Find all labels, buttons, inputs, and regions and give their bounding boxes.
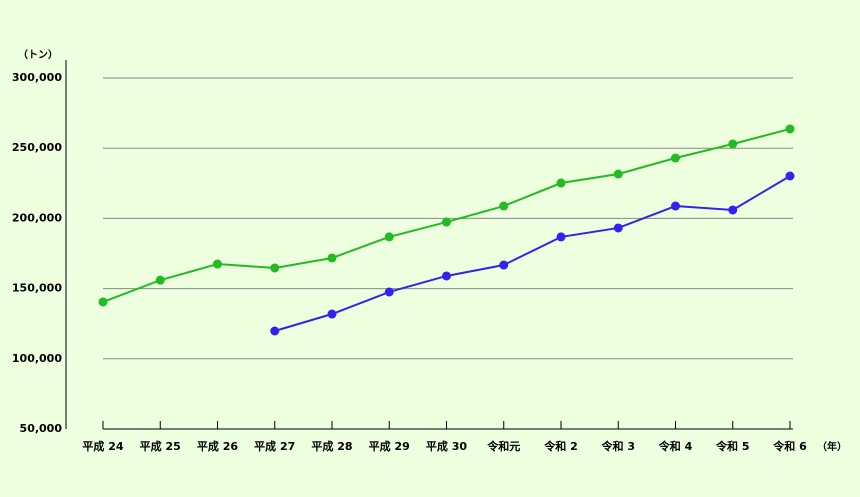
x-tick-label: 平成 28	[311, 439, 352, 453]
x-tick-label: 令和 3	[601, 439, 635, 453]
y-tick-label: 300,000	[12, 71, 62, 84]
x-tick-label: 平成 29	[369, 439, 410, 453]
x-tick-label: 平成 30	[426, 439, 467, 453]
y-axis-label: （トン）	[18, 48, 58, 61]
point	[499, 260, 509, 270]
point	[556, 232, 566, 242]
x-tick-label: 平成 27	[254, 439, 295, 453]
point	[384, 232, 394, 242]
point	[155, 275, 165, 285]
y-tick-label: 200,000	[12, 211, 62, 224]
point	[270, 263, 280, 273]
point	[327, 309, 337, 319]
x-tick-label: 令和 2	[543, 439, 577, 453]
x-tick-label: 令和 5	[715, 439, 749, 453]
point	[556, 178, 566, 188]
point	[270, 326, 280, 336]
point	[98, 297, 108, 307]
point	[728, 205, 738, 215]
point	[213, 259, 222, 269]
point	[728, 139, 738, 149]
point	[384, 287, 394, 297]
y-tick-label: 250,000	[12, 141, 62, 154]
x-tick-label: 平成 26	[197, 439, 238, 453]
point	[327, 253, 337, 263]
y-tick-label: 50,000	[20, 422, 63, 435]
x-axis-label: （年）	[817, 440, 847, 453]
point	[671, 201, 680, 211]
point	[499, 201, 509, 211]
y-tick-label: 150,000	[12, 282, 62, 295]
point	[671, 153, 680, 163]
x-tick-label: 令和 6	[772, 439, 807, 453]
x-tick-label: 平成 25	[140, 439, 181, 453]
x-tick-label: 令和 4	[658, 439, 693, 453]
point	[613, 223, 623, 233]
x-tick-label: 平成 24	[82, 439, 123, 453]
point	[785, 124, 795, 134]
point	[613, 169, 623, 179]
series-line	[274, 175, 791, 332]
point	[785, 171, 795, 181]
point	[442, 217, 451, 227]
point	[442, 271, 451, 281]
x-tick-label: 令和元	[486, 439, 520, 453]
y-tick-label: 100,000	[12, 352, 62, 365]
